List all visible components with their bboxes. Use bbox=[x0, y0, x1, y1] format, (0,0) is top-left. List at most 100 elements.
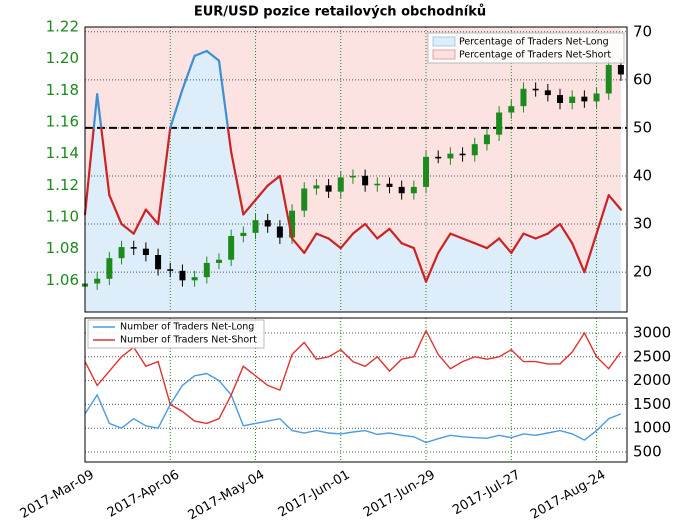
y2-tick-label: 30 bbox=[633, 215, 652, 233]
y-tick-label: 1.08 bbox=[46, 239, 79, 257]
percentage-line bbox=[181, 54, 196, 91]
candle-body bbox=[581, 96, 588, 102]
y-tick-label: 1.20 bbox=[46, 49, 79, 67]
candle-body bbox=[276, 226, 283, 238]
percentage-line bbox=[242, 198, 257, 216]
percentage-line bbox=[558, 222, 574, 245]
candle-body bbox=[118, 247, 125, 259]
y-tick-label: 1000 bbox=[633, 419, 671, 437]
percentage-line bbox=[100, 126, 111, 197]
percentage-line bbox=[485, 237, 501, 250]
candle-body bbox=[557, 95, 564, 103]
legend-swatch bbox=[432, 49, 456, 60]
percentage-line bbox=[583, 232, 598, 274]
percentage-line bbox=[412, 246, 428, 283]
y-tick-label: 2000 bbox=[633, 371, 671, 389]
percentage-line bbox=[193, 49, 208, 57]
percentage-line bbox=[96, 93, 103, 130]
chart-title: EUR/USD pozice retailových obchodníků bbox=[194, 5, 486, 20]
candle-body bbox=[362, 175, 369, 186]
percentage-line bbox=[108, 194, 123, 226]
legend-label: Percentage of Traders Net-Short bbox=[459, 50, 611, 61]
candle-body bbox=[325, 185, 332, 192]
candle-body bbox=[435, 156, 442, 159]
percentage-line bbox=[571, 242, 586, 274]
percentage-line bbox=[205, 49, 221, 62]
y-tick-label: 1.22 bbox=[46, 18, 79, 36]
candle-body bbox=[471, 144, 478, 156]
candle-body bbox=[179, 270, 186, 281]
candle-body bbox=[423, 156, 430, 187]
candle-body bbox=[349, 175, 356, 178]
candle-body bbox=[203, 262, 210, 278]
candle-body bbox=[593, 93, 600, 102]
candle-body bbox=[447, 153, 454, 159]
plot-frame bbox=[84, 317, 628, 463]
percentage-line bbox=[226, 126, 233, 154]
percentage-line bbox=[83, 126, 95, 216]
candle-body bbox=[191, 277, 198, 281]
candle-body bbox=[228, 236, 235, 260]
percentage-line bbox=[266, 174, 281, 187]
legend-box bbox=[427, 32, 625, 64]
candle-body bbox=[155, 255, 162, 270]
percentage-line bbox=[595, 194, 610, 235]
y-tick-label: 1.06 bbox=[46, 271, 79, 289]
candle-body bbox=[106, 258, 113, 279]
percentage-line bbox=[132, 208, 147, 235]
percentage-line bbox=[534, 232, 549, 240]
candle-body bbox=[386, 183, 393, 187]
y-tick-label: 3000 bbox=[633, 323, 671, 341]
y2-tick-label: 40 bbox=[633, 166, 652, 184]
percentage-line bbox=[351, 222, 367, 235]
candle-body bbox=[605, 65, 612, 94]
legend-swatch bbox=[432, 36, 456, 47]
percentage-line bbox=[254, 184, 269, 202]
legend-box bbox=[87, 319, 265, 349]
candle-body bbox=[240, 232, 247, 236]
legend-label: Number of Traders Net-Long bbox=[120, 322, 254, 333]
percentage-line bbox=[230, 150, 245, 216]
candle-body bbox=[544, 90, 551, 96]
percentage-line bbox=[546, 222, 562, 235]
candle-body bbox=[374, 183, 381, 186]
candle-body bbox=[289, 210, 296, 238]
percentage-line bbox=[400, 242, 415, 250]
y-tick-label: 500 bbox=[633, 443, 662, 461]
y-tick-label: 1.14 bbox=[46, 144, 79, 162]
candle-body bbox=[617, 65, 624, 75]
percentage-line bbox=[364, 222, 379, 240]
percentage-line bbox=[92, 93, 99, 130]
legend: Percentage of Traders Net-Long Percentage… bbox=[427, 32, 625, 64]
percentage-line bbox=[388, 227, 403, 245]
net-short-area bbox=[85, 27, 621, 282]
percentage-line bbox=[217, 59, 230, 130]
y-tick-label: 1.12 bbox=[46, 176, 79, 194]
count-line bbox=[84, 372, 622, 444]
percentage-line bbox=[607, 194, 623, 211]
percentage-line bbox=[144, 208, 160, 226]
candle-body bbox=[410, 186, 417, 194]
percentage-line bbox=[461, 237, 476, 245]
y-tick-label: 1.10 bbox=[46, 208, 79, 226]
legend-label: Number of Traders Net-Short bbox=[120, 335, 257, 346]
y2-tick-label: 70 bbox=[633, 22, 652, 40]
percentage-line bbox=[278, 174, 294, 240]
percentage-line bbox=[290, 237, 306, 254]
percentage-line bbox=[303, 232, 318, 254]
candle-body bbox=[569, 96, 576, 103]
net-long-area bbox=[85, 51, 621, 312]
percentage-line bbox=[473, 242, 489, 250]
candle-body bbox=[520, 88, 527, 107]
candle-body bbox=[532, 88, 539, 91]
y2-tick-label: 50 bbox=[633, 118, 652, 136]
candle-body bbox=[313, 185, 320, 189]
candle-body bbox=[94, 278, 101, 284]
y2-tick-label: 60 bbox=[633, 70, 652, 88]
percentage-line bbox=[510, 232, 525, 254]
percentage-line bbox=[376, 227, 391, 240]
count-line bbox=[84, 329, 622, 425]
percentage-line bbox=[449, 232, 464, 240]
y-tick-label: 2500 bbox=[633, 347, 671, 365]
